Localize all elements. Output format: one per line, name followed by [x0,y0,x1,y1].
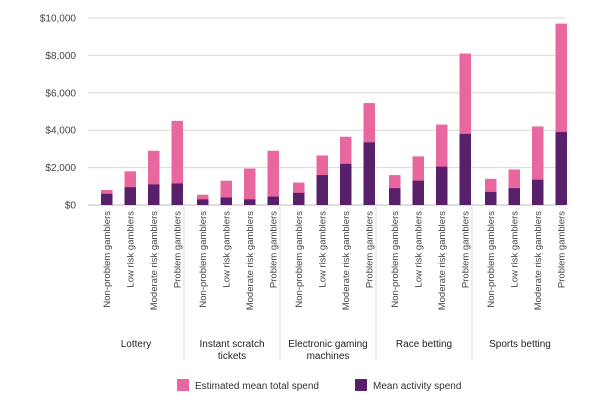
legend-label: Mean activity spend [373,381,461,392]
bar-mean-activity [436,166,448,205]
bar-estimated-total [436,124,448,205]
x-category-label: Moderate risk gamblers [437,211,448,311]
x-category-label: Low risk gamblers [317,211,328,288]
bar-mean-activity [508,188,520,205]
x-category-label: Moderate risk gamblers [341,211,352,311]
bar-estimated-total [555,23,567,205]
x-category-label: Problem gamblers [172,211,183,288]
bar-mean-activity [412,180,424,205]
x-category-label: Moderate risk gamblers [245,211,256,311]
x-category-label: Problem gamblers [268,211,279,288]
group-label: Instant scratch [199,339,264,350]
bar-mean-activity [532,179,544,205]
x-axis-categories: Non-problem gamblers Low risk gamblers Mod… [102,211,568,311]
x-category-label: Moderate risk gamblers [533,211,544,311]
bar-mean-activity [293,192,305,205]
y-tick-label: $6,000 [45,88,76,99]
bar-estimated-total [267,150,279,205]
group-label: Sports betting [489,339,551,350]
x-category-label: Low risk gamblers [413,211,424,288]
x-category-label: Non-problem gamblers [294,211,305,308]
x-category-label: Low risk gamblers [125,211,136,288]
bars-layer [101,23,567,205]
y-tick-label: $8,000 [45,51,76,62]
bar-estimated-total [508,169,520,205]
group-label: Electronic gaming [288,339,367,350]
legend-label: Estimated mean total spend [195,381,319,392]
y-tick-label: $0 [65,201,77,212]
bar-mean-activity [459,133,471,205]
bar-estimated-total [171,120,183,205]
x-category-label: Non-problem gamblers [390,211,401,308]
y-tick-label: $2,000 [45,163,76,174]
bar-mean-activity [340,163,352,205]
group-label: Race betting [396,339,452,350]
group-label: tickets [218,351,246,362]
legend-swatch [177,379,189,391]
x-category-label: Problem gamblers [460,211,471,288]
bar-mean-activity [101,193,113,205]
bar-mean-activity [555,132,567,205]
bar-estimated-total [220,180,232,205]
x-category-label: Problem gamblers [556,211,567,288]
bar-estimated-total [244,168,256,205]
bar-mean-activity [316,175,328,205]
x-category-label: Low risk gamblers [509,211,520,288]
bar-mean-activity [124,187,136,205]
x-category-label: Problem gamblers [364,211,375,288]
x-category-label: Non-problem gamblers [486,211,497,308]
x-category-label: Low risk gamblers [221,211,232,288]
bar-mean-activity [485,191,497,205]
y-tick-label: $10,000 [40,14,77,25]
bar-mean-activity [267,196,279,205]
x-category-label: Non-problem gamblers [102,211,113,308]
bar-mean-activity [171,183,183,205]
bar-mean-activity [244,199,256,205]
bar-mean-activity [148,184,160,205]
bar-mean-activity [197,199,209,205]
group-label: machines [307,351,350,362]
x-category-label: Moderate risk gamblers [149,211,160,311]
x-category-label: Non-problem gamblers [198,211,209,308]
group-label: Lottery [121,339,152,350]
bar-mean-activity [389,188,401,205]
bar-estimated-total [532,126,544,205]
bar-mean-activity [220,197,232,205]
bar-estimated-total [459,53,471,205]
bar-mean-activity [363,142,375,205]
bar-estimated-total [148,150,160,205]
y-axis: $0 $2,000 $4,000 $6,000 $8,000 $10,000 [40,14,77,212]
legend-swatch [355,379,367,391]
y-tick-label: $4,000 [45,126,76,137]
legend: Estimated mean total spend Mean activity … [177,379,461,392]
